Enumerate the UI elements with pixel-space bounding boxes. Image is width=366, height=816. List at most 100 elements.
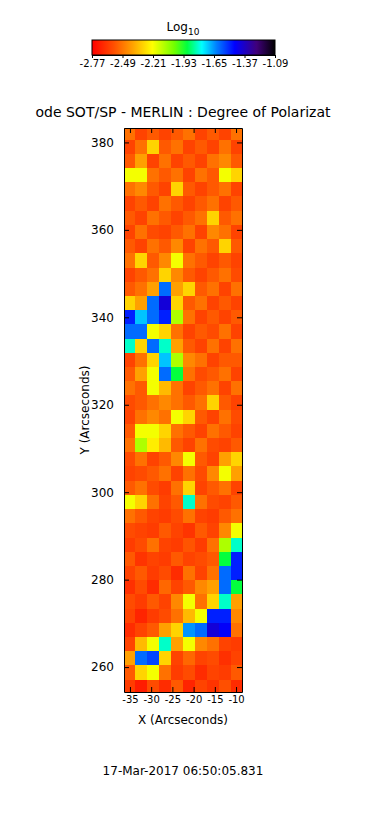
heatmap-cell (219, 452, 231, 467)
heatmap-cell (159, 381, 171, 396)
heatmap-cell (219, 523, 231, 538)
heatmap-cell (124, 182, 136, 197)
heatmap-cell (147, 395, 159, 410)
heatmap-cell (183, 128, 195, 140)
heatmap-cell (159, 409, 171, 424)
heatmap-cell (219, 139, 231, 154)
heatmap-cell (231, 153, 242, 168)
heatmap-cell (231, 381, 242, 396)
heatmap-cell (147, 438, 159, 453)
heatmap-cell (147, 494, 159, 509)
heatmap-cell (231, 523, 242, 538)
heatmap-cell (183, 224, 195, 239)
y-axis-tick-label: 320 (91, 398, 114, 412)
y-axis-right-tick (237, 580, 242, 581)
heatmap-cell (207, 580, 219, 595)
heatmap-cell (147, 594, 159, 609)
heatmap-cell (207, 168, 219, 183)
heatmap-cell (207, 153, 219, 168)
x-axis-tick: -30 (143, 687, 159, 705)
heatmap-cell (219, 537, 231, 552)
heatmap-cell (183, 281, 195, 296)
heatmap-cell (219, 466, 231, 481)
colorbar-tick-label: -1.09 (263, 58, 289, 69)
x-axis-tick-mark (172, 687, 173, 692)
heatmap-cell (231, 466, 242, 481)
heatmap-cell (231, 196, 242, 211)
heatmap-cell (183, 622, 195, 637)
heatmap-cell (231, 352, 242, 367)
heatmap-cell (171, 168, 183, 183)
heatmap-cell (171, 537, 183, 552)
heatmap-cell (171, 381, 183, 396)
heatmap-cell (171, 665, 183, 680)
heatmap-cell (195, 423, 207, 438)
heatmap-cell (183, 168, 195, 183)
heatmap-cell (207, 622, 219, 637)
heatmap-cell (159, 253, 171, 268)
heatmap-cell (231, 580, 242, 595)
heatmap-cell (195, 253, 207, 268)
heatmap-cell (135, 267, 147, 282)
heatmap-cell (195, 395, 207, 410)
y-axis-right-line (242, 129, 243, 693)
colorbar-tick-label: -1.37 (232, 58, 258, 69)
heatmap-cell (219, 381, 231, 396)
heatmap-cell (124, 622, 136, 637)
heatmap-cell (135, 182, 147, 197)
heatmap-cell (219, 324, 231, 339)
y-axis-right-tick-mark (237, 492, 242, 493)
heatmap-cell (219, 338, 231, 353)
heatmap-cell (195, 452, 207, 467)
heatmap-cell (195, 636, 207, 651)
heatmap-cell (135, 139, 147, 154)
heatmap-cell (124, 281, 136, 296)
heatmap-cell (124, 139, 136, 154)
heatmap-cell (124, 210, 136, 225)
y-axis-tick-mark (124, 667, 129, 668)
heatmap-cell (124, 438, 136, 453)
heatmap-cell (124, 295, 136, 310)
heatmap-cell (135, 622, 147, 637)
heatmap-cell (195, 580, 207, 595)
heatmap-cell (231, 636, 242, 651)
heatmap-cell (207, 139, 219, 154)
heatmap-cell (171, 580, 183, 595)
heatmap-cell (159, 168, 171, 183)
heatmap-cell (183, 352, 195, 367)
heatmap-cell (183, 381, 195, 396)
heatmap-cell (207, 679, 219, 692)
heatmap-cell (135, 253, 147, 268)
heatmap-cell (147, 523, 159, 538)
heatmap-cell (207, 651, 219, 666)
heatmap-cell (159, 551, 171, 566)
heatmap-cell (195, 466, 207, 481)
heatmap-cell (135, 551, 147, 566)
y-axis-tick: 260 (91, 660, 129, 674)
heatmap-cell (159, 636, 171, 651)
y-axis-right-tick-mark (237, 580, 242, 581)
heatmap-cell (183, 438, 195, 453)
heatmap-cell (171, 352, 183, 367)
heatmap-cell (183, 608, 195, 623)
chart-svg: Log10-2.77-2.49-2.21-1.93-1.65-1.37-1.09… (0, 0, 366, 816)
heatmap-cell (171, 210, 183, 225)
heatmap-cell (231, 537, 242, 552)
heatmap-cell (231, 494, 242, 509)
heatmap-cell (219, 295, 231, 310)
heatmap-cell (159, 324, 171, 339)
heatmap-cell (207, 210, 219, 225)
y-axis-right-tick (237, 405, 242, 406)
heatmap-cell (171, 295, 183, 310)
heatmap-cell (195, 551, 207, 566)
heatmap-cell (159, 679, 171, 692)
heatmap-cell (159, 594, 171, 609)
heatmap-cell (147, 239, 159, 254)
heatmap-cell (207, 224, 219, 239)
heatmap-cell (124, 239, 136, 254)
heatmap-cell (231, 128, 242, 140)
heatmap-cell (135, 295, 147, 310)
heatmap-cell (135, 128, 147, 140)
heatmap-cell (183, 565, 195, 580)
heatmap-cell (207, 494, 219, 509)
